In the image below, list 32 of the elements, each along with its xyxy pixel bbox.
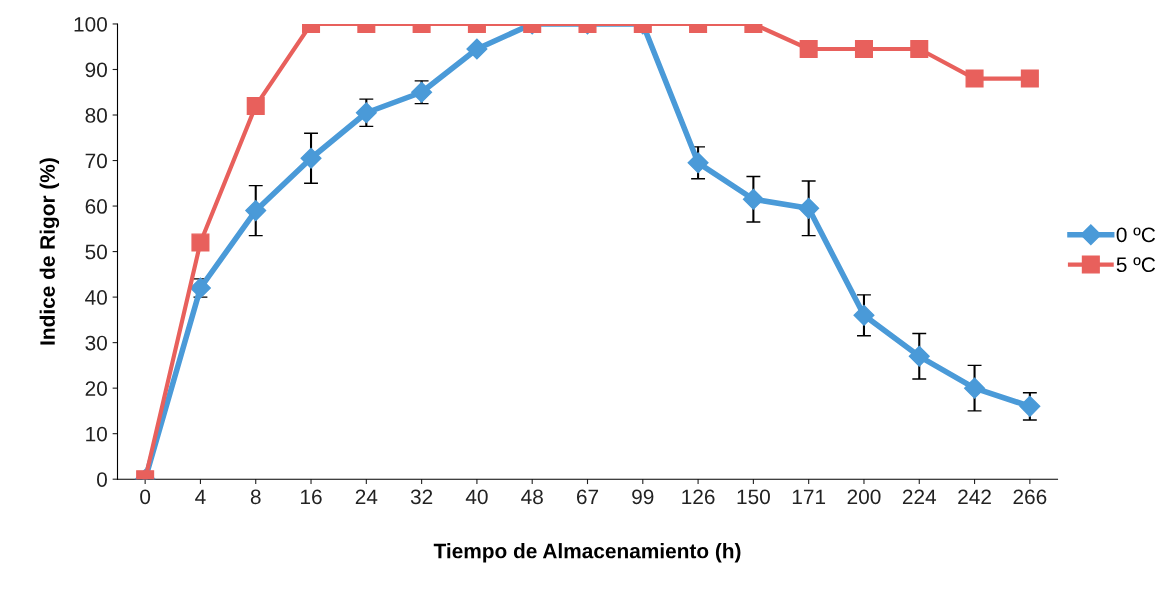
x-tick-label: 0 bbox=[140, 489, 151, 505]
y-axis-title: Indice de Rigor (%) bbox=[39, 158, 60, 345]
x-tick-label: 32 bbox=[410, 489, 433, 505]
y-tick-label: 100 bbox=[74, 16, 107, 32]
y-tick-label: 80 bbox=[85, 108, 107, 123]
x-tick-label: 67 bbox=[576, 489, 599, 505]
x-tick-label: 40 bbox=[465, 489, 488, 505]
y-tick-label: 0 bbox=[97, 472, 107, 487]
x-tick-label: 242 bbox=[958, 489, 991, 505]
y-tick-label: 70 bbox=[85, 153, 107, 169]
x-tick-label: 8 bbox=[250, 489, 261, 505]
y-tick-label: 10 bbox=[86, 426, 107, 442]
y-tick-label: 60 bbox=[85, 199, 107, 214]
x-tick-label: 266 bbox=[1013, 489, 1047, 505]
x-tick-label: 224 bbox=[902, 489, 937, 505]
x-axis-title: Tiempo de Almacenamiento (h) bbox=[433, 543, 741, 563]
y-tick-label: 30 bbox=[85, 335, 107, 351]
legend-label: 0 ºC bbox=[1116, 227, 1156, 243]
x-tick-label: 150 bbox=[737, 489, 770, 505]
x-tick-label: 48 bbox=[521, 489, 543, 505]
y-tick-label: 40 bbox=[85, 290, 107, 305]
y-tick-label: 90 bbox=[85, 62, 107, 78]
y-tick-label: 20 bbox=[85, 381, 107, 396]
x-tick-label: 24 bbox=[355, 489, 378, 505]
x-tick-label: 171 bbox=[792, 489, 826, 505]
y-tick-label: 50 bbox=[85, 244, 107, 260]
x-tick-label: 200 bbox=[847, 489, 881, 505]
x-tick-label: 16 bbox=[301, 489, 322, 505]
x-tick-label: 4 bbox=[195, 489, 206, 505]
x-tick-label: 99 bbox=[632, 489, 654, 505]
legend-label: 5 ºC bbox=[1116, 257, 1156, 273]
x-tick-label: 126 bbox=[682, 489, 715, 505]
